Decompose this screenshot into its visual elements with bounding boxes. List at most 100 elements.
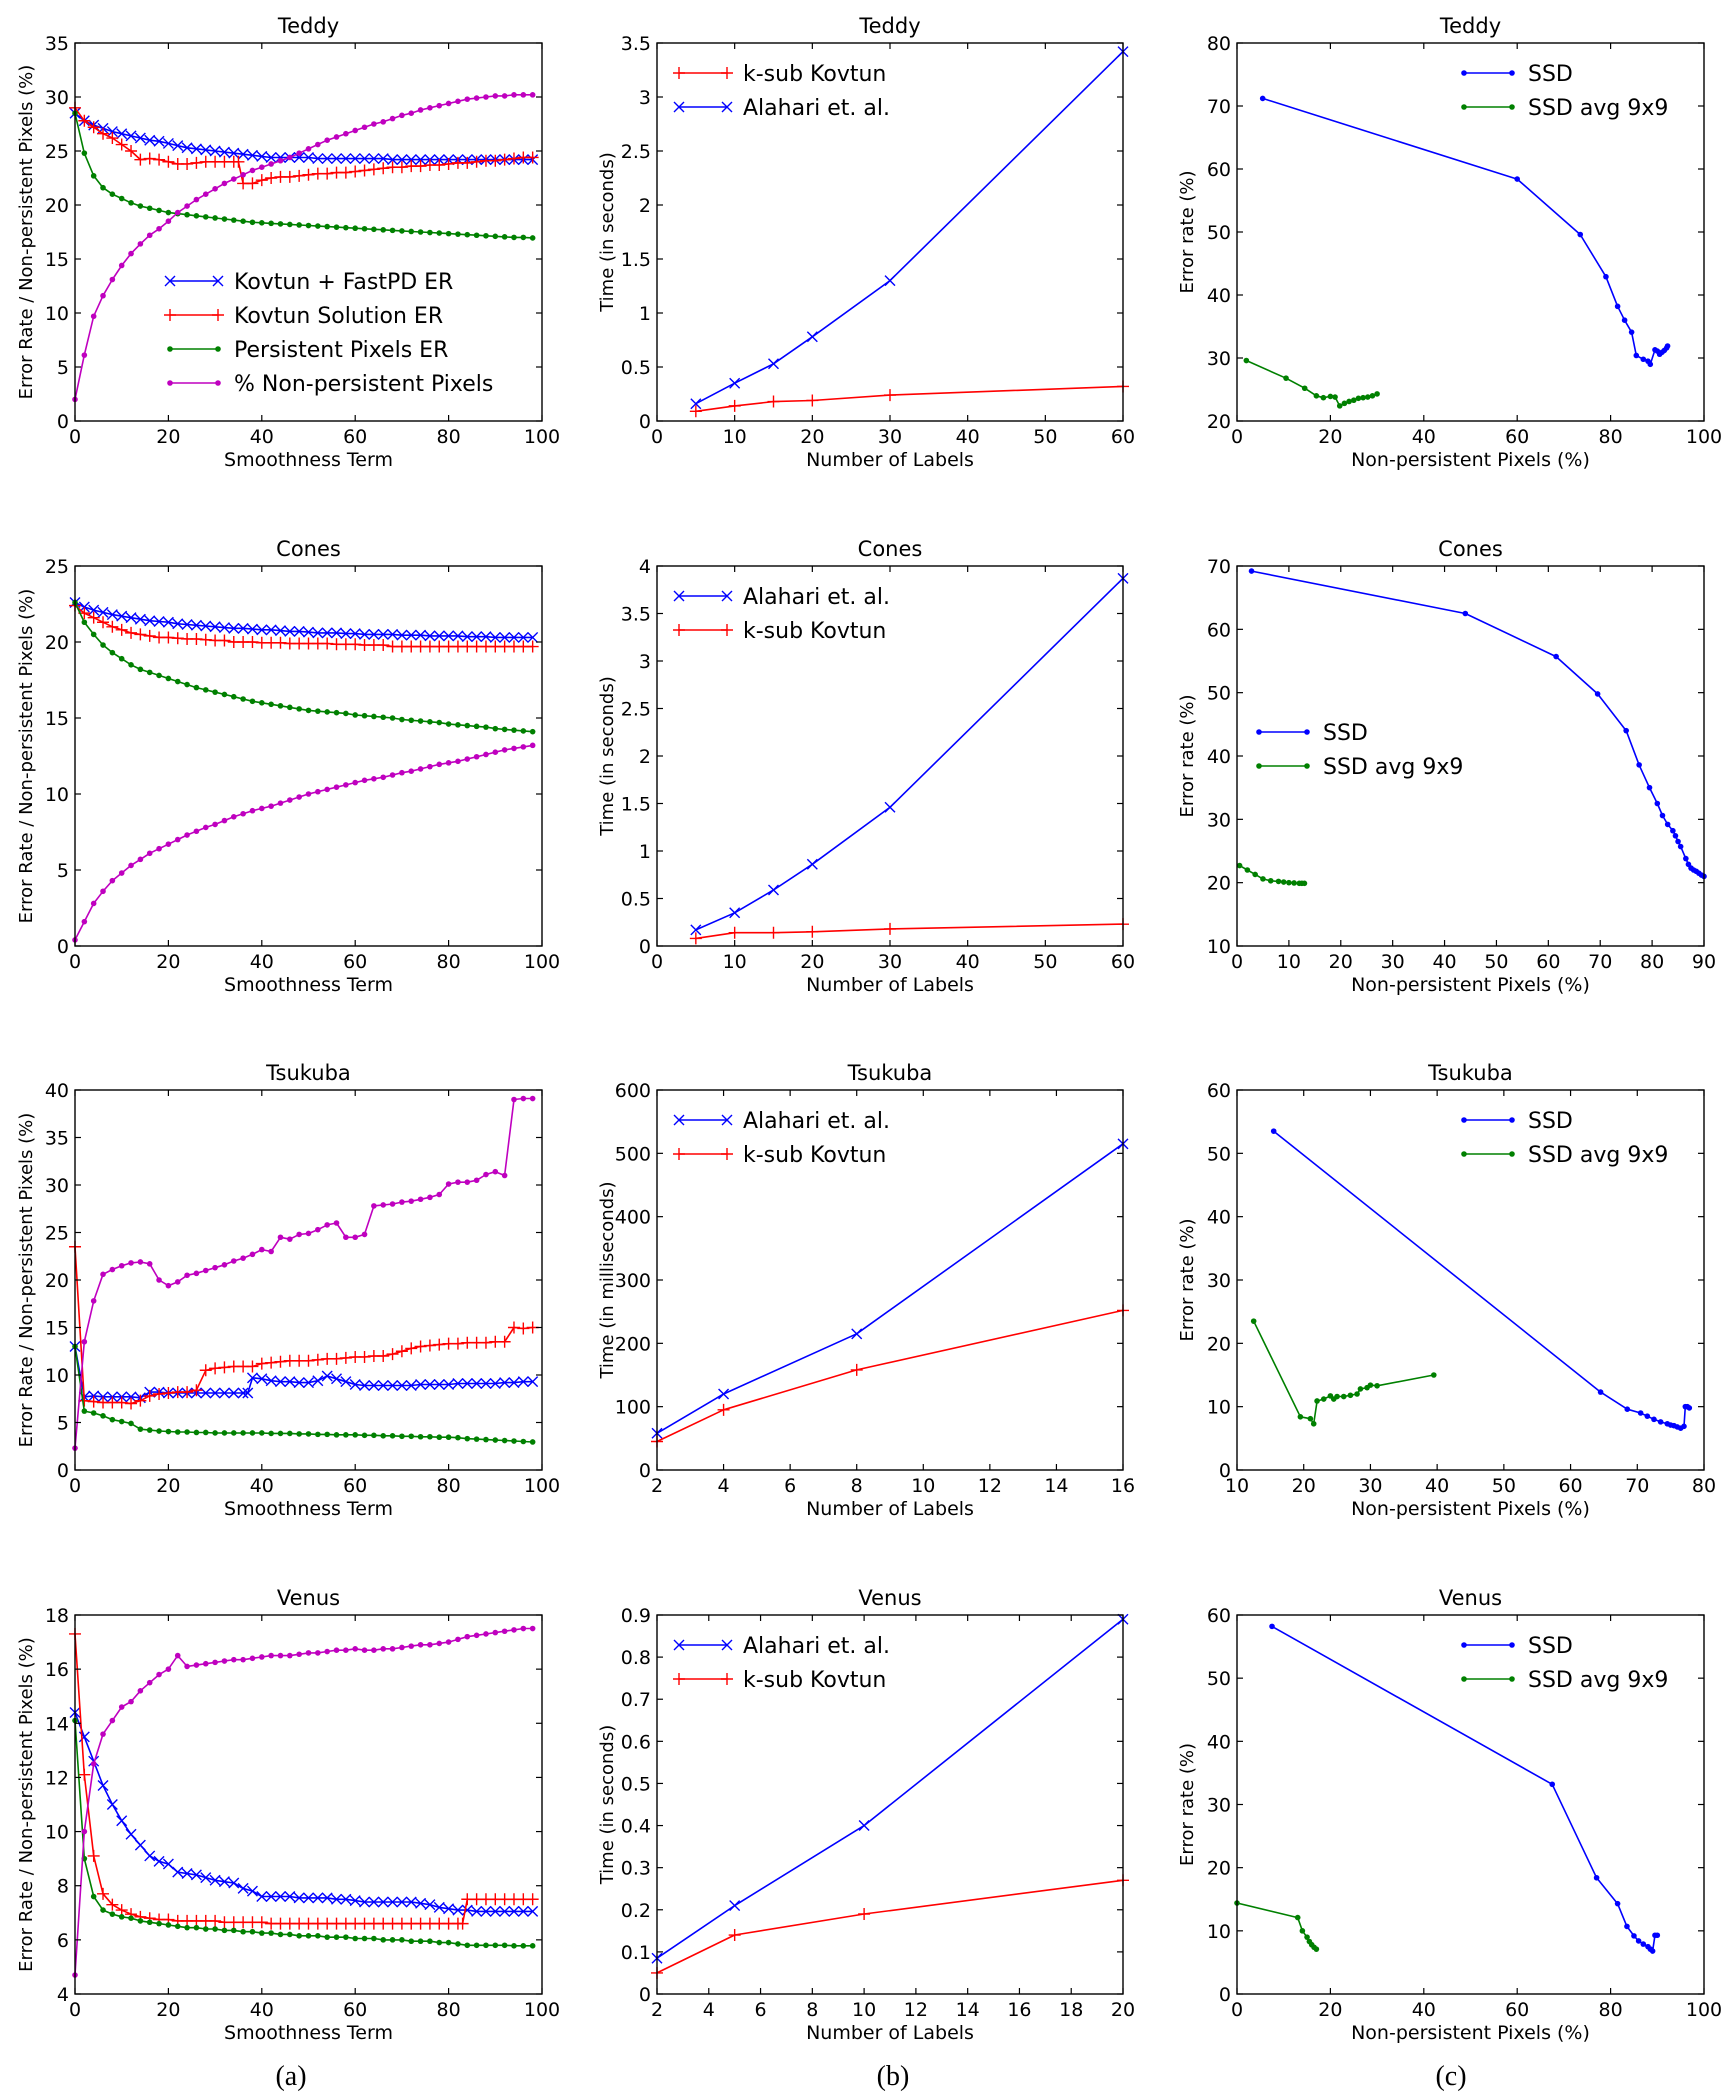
chart-6-series-2-point (221, 1430, 228, 1436)
chart-1: 0 10 20 30 40 50 60 0 0.5 1 1.5 2 2.5 3 3.5 Teddy Number… (597, 14, 1135, 471)
chart-9-series-3-point (315, 1650, 321, 1656)
chart-3-series-1-point (106, 620, 119, 633)
chart-6-ytick-label: 0 (57, 1460, 69, 1482)
chart-7-series-0-line (656, 1143, 1124, 1434)
chart-6-series-2-point (455, 1434, 461, 1441)
chart-0-series-3-point (90, 313, 97, 320)
chart-3-series-0-point (452, 630, 464, 642)
chart-3-series-2-point (174, 678, 181, 685)
chart-9-series-0-point (293, 1892, 305, 1904)
chart-6-series-2-point (380, 1433, 387, 1439)
chart-6-plot-area (69, 1095, 539, 1451)
chart-0-series-1-point (283, 170, 296, 183)
chart-6-series-3-point (193, 1270, 200, 1277)
chart-1-xtick-label: 20 (800, 426, 824, 448)
chart-10-ytick-label: 0.6 (621, 1731, 651, 1753)
chart-9-series-2-point (184, 1924, 190, 1931)
chart-6-series-2-point (464, 1435, 471, 1442)
chart-2-series-1-point (1360, 394, 1366, 401)
chart-0-legend: Kovtun + FastPD ER Kovtun Solution ER Pers… (164, 270, 493, 397)
chart-9-series-3-point (165, 1666, 172, 1672)
chart-11-series-0-point (1640, 1941, 1647, 1947)
chart-9-series-3-point (156, 1671, 162, 1678)
chart-6-series-3-point (436, 1191, 443, 1198)
chart-9-series-3-point (202, 1660, 209, 1667)
chart-3-series-2-point (455, 722, 461, 728)
chart-3-series-2-point (417, 718, 424, 724)
chart-5-legend-marker-1 (1256, 763, 1262, 769)
chart-7: 2 4 6 8 10 12 14 16 0 100 200 300 400 500 600 Tsukuba Nu… (597, 1061, 1135, 1520)
chart-0-series-2-point (427, 229, 433, 236)
chart-10-ytick-label: 0.9 (621, 1605, 651, 1627)
chart-6-series-0-point (405, 1379, 417, 1391)
chart-1-ytick-label: 3 (639, 87, 651, 109)
chart-3-series-3-point (90, 900, 97, 907)
chart-5-series-0-point (1670, 827, 1676, 834)
chart-9-series-3-point (361, 1647, 368, 1653)
chart-6-series-3-point (128, 1260, 134, 1266)
chart-8-series-0-point (1637, 1410, 1644, 1416)
chart-5-series-0-point (1594, 691, 1601, 697)
chart-8-xtick-label: 80 (1692, 1475, 1716, 1497)
chart-9-series-0-point (433, 1901, 445, 1913)
chart-6-series-3-point (427, 1194, 433, 1201)
chart-2-series-0-point (1633, 352, 1640, 359)
chart-0-series-3-point (455, 98, 461, 105)
chart-3-series-2-point (464, 722, 471, 729)
chart-6-series-0-point (499, 1377, 511, 1389)
chart-0-legend-marker-0 (164, 275, 176, 287)
chart-2-xtick-label: 0 (1231, 426, 1243, 448)
chart-3-series-1-point (97, 616, 110, 629)
chart-11-ytick-label: 10 (1207, 1921, 1231, 1943)
chart-5-series-1-point (1291, 880, 1297, 886)
chart-1-series-1-point (806, 331, 818, 343)
chart-0-series-3-point (445, 100, 452, 107)
chart-0-series-3-point (483, 94, 489, 100)
chart-3-series-0-point (181, 619, 193, 631)
chart-2-series-1-point (1301, 385, 1308, 392)
chart-2-series-1-point (1283, 375, 1289, 381)
chart-4-ytick-label: 1 (639, 841, 651, 863)
chart-5-legend-marker-0 (1304, 729, 1310, 735)
chart-11-legend-marker-0 (1461, 1642, 1467, 1648)
chart-6-series-3-point (324, 1222, 330, 1228)
chart-3-series-0-point (331, 627, 343, 639)
chart-3-series-3-point (137, 856, 144, 863)
chart-0-series-2-point (380, 227, 387, 233)
chart-6-ytick-label: 15 (45, 1318, 69, 1340)
chart-6-series-1-point (302, 1354, 315, 1367)
chart-9-series-0-point (508, 1905, 520, 1917)
chart-0-series-3-point (287, 154, 293, 161)
chart-1-plot-area (689, 46, 1129, 418)
chart-9-series-3-point (81, 1828, 88, 1835)
chart-3-series-3-point (333, 784, 340, 790)
chart-0-series-0-point (144, 134, 156, 146)
chart-7-ytick-label: 600 (615, 1080, 651, 1102)
chart-3-series-2-point (146, 669, 153, 676)
chart-6-series-1-point (87, 1395, 100, 1408)
chart-9-ytick-label: 14 (45, 1713, 69, 1735)
chart-0-series-2-point (118, 195, 125, 202)
chart-6-series-1-point (255, 1357, 268, 1370)
chart-6-series-3-point (399, 1199, 405, 1205)
chart-3-series-3-point (371, 776, 377, 782)
chart-6-series-2-point (315, 1431, 321, 1438)
chart-9-series-2-point (417, 1938, 424, 1945)
chart-6-series-1-point (209, 1362, 222, 1375)
chart-6-series-3-point (259, 1246, 265, 1253)
chart-10-series-0-point (729, 1900, 741, 1912)
chart-9-series-3-point (483, 1631, 489, 1637)
chart-0-series-1-point (255, 174, 268, 187)
chart-6-series-3-point (529, 1095, 536, 1102)
chart-3-xlabel: Smoothness Term (224, 974, 393, 996)
chart-7-legend-label-1: k-sub Kovtun (743, 1143, 886, 1168)
chart-6-title: Tsukuba (265, 1061, 351, 1085)
chart-5-series-0-point (1664, 821, 1671, 828)
chart-0-series-1-point (498, 153, 511, 166)
chart-6-series-3-point (492, 1168, 499, 1175)
chart-0-series-3-point (81, 352, 88, 358)
chart-10-series-1-line (656, 1879, 1124, 1974)
chart-3-series-3-point (473, 753, 480, 760)
chart-11-series-1-point (1294, 1914, 1301, 1921)
chart-3-series-2-point (389, 715, 396, 721)
